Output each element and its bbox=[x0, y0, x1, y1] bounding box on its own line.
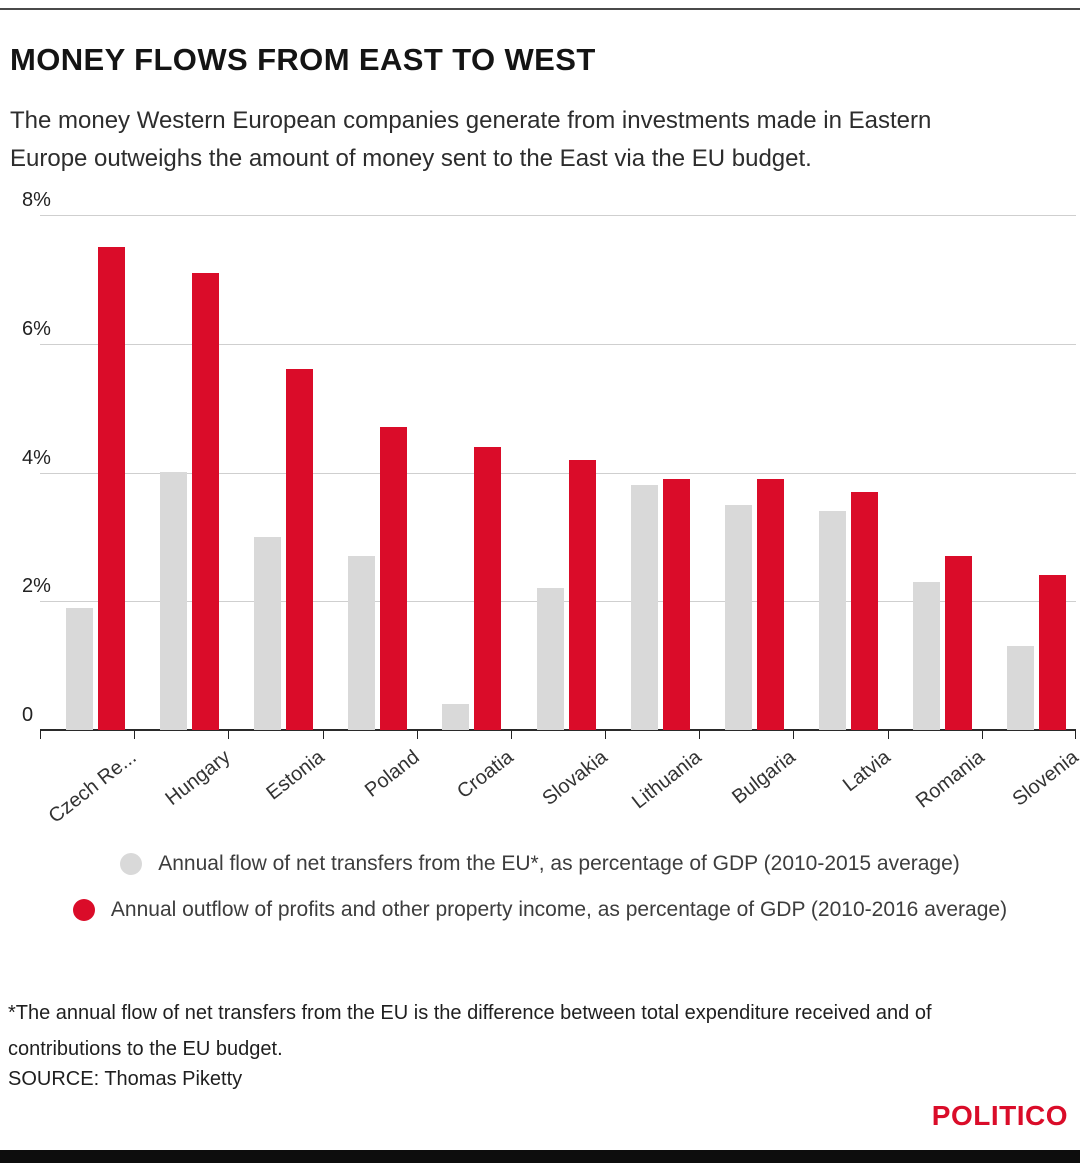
bar-gray-slovakia bbox=[536, 588, 564, 730]
bar-red-romania bbox=[945, 556, 973, 730]
x-axis-tick bbox=[134, 730, 136, 739]
x-axis-tick bbox=[699, 730, 701, 739]
politico-logo: POLITICO bbox=[931, 1100, 1068, 1131]
y-axis-label: 4% bbox=[22, 446, 51, 469]
bar-red-croatia bbox=[474, 447, 502, 730]
legend-item-net-transfers: Annual flow of net transfers from the EU… bbox=[120, 852, 960, 876]
y-axis-label: 0 bbox=[22, 704, 34, 726]
bottom-bar bbox=[0, 1150, 1080, 1163]
bar-red-slovakia bbox=[568, 460, 596, 730]
y-axis-label: 2% bbox=[22, 575, 51, 598]
x-axis-tick bbox=[605, 730, 607, 739]
bar-red-bulgaria bbox=[756, 479, 784, 730]
footnote: *The annual flow of net transfers from t… bbox=[8, 1002, 932, 1060]
gray-legend-dot-icon bbox=[120, 853, 143, 875]
page-title: MONEY FLOWS FROM EAST TO WEST bbox=[10, 42, 596, 77]
red-legend-dot-icon bbox=[72, 899, 95, 921]
bar-gray-czech-re bbox=[65, 608, 93, 730]
bar-red-latvia bbox=[851, 492, 879, 730]
chart-legend: Annual flow of net transfers from the EU… bbox=[0, 852, 1080, 922]
bar-gray-latvia bbox=[819, 511, 847, 730]
bar-gray-croatia bbox=[442, 704, 470, 730]
bar-gray-estonia bbox=[253, 537, 281, 730]
x-axis-tick bbox=[228, 730, 230, 739]
bar-gray-romania bbox=[913, 582, 941, 730]
x-axis-tick bbox=[322, 730, 324, 739]
x-axis-tick bbox=[40, 730, 41, 739]
legend-item-profit-outflow: Annual outflow of profits and other prop… bbox=[72, 898, 1008, 922]
bar-red-hungary bbox=[191, 273, 219, 730]
y-axis-label: 8% bbox=[22, 189, 51, 211]
bar-gray-slovenia bbox=[1007, 646, 1035, 730]
bar-gray-hungary bbox=[159, 472, 187, 730]
bar-chart-plot-area: 0 2% 4% 6% 8% Czech Re... Hungary Estonia Poland… bbox=[22, 189, 1080, 828]
gridline bbox=[40, 472, 1076, 474]
gridline bbox=[40, 215, 1076, 216]
bar-red-estonia bbox=[285, 369, 313, 730]
bar-red-poland bbox=[380, 427, 408, 730]
x-axis-tick bbox=[1075, 730, 1076, 739]
bar-red-lithuania bbox=[662, 479, 690, 730]
legend-label-net-transfers: Annual flow of net transfers from the EU… bbox=[158, 852, 960, 875]
bar-red-slovenia bbox=[1039, 575, 1067, 730]
source-line: SOURCE: Thomas Piketty bbox=[8, 1068, 243, 1090]
x-axis-tick bbox=[510, 730, 512, 739]
legend-label-profit-outflow: Annual outflow of profits and other prop… bbox=[110, 898, 1008, 921]
top-divider bbox=[0, 8, 1080, 10]
chart-subtitle: The money Western European companies gen… bbox=[10, 107, 932, 172]
gridline bbox=[40, 343, 1076, 345]
bar-gray-poland bbox=[348, 556, 376, 730]
bar-red-czech-re bbox=[97, 247, 125, 730]
x-axis-tick bbox=[887, 730, 889, 739]
x-axis-tick bbox=[981, 730, 983, 739]
x-axis-tick bbox=[416, 730, 418, 739]
x-axis-tick bbox=[793, 730, 795, 739]
x-axis-baseline bbox=[40, 729, 1076, 731]
y-axis-label: 6% bbox=[22, 317, 51, 340]
bar-gray-bulgaria bbox=[724, 505, 752, 730]
bar-gray-lithuania bbox=[630, 485, 658, 730]
